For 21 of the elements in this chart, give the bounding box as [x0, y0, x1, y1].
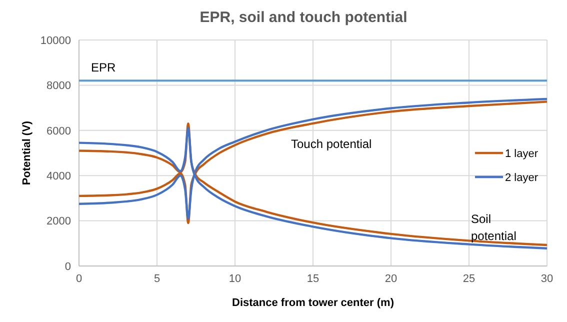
x-tick-label: 0: [76, 273, 82, 285]
legend-label: 1 layer: [505, 148, 538, 160]
y-tick-label: 8000: [46, 80, 71, 92]
x-tick-label: 5: [154, 273, 160, 285]
x-tick-label: 20: [384, 273, 398, 285]
annotation: Touch potential: [291, 137, 372, 151]
y-tick-label: 4000: [46, 170, 71, 182]
x-tick-label: 25: [462, 273, 476, 285]
y-tick-label: 6000: [46, 125, 71, 138]
legend-label: 2 layer: [505, 172, 538, 184]
annotation: Soil potential: [471, 212, 516, 243]
y-tick-label: 0: [64, 260, 71, 273]
y-tick-label: 10000: [40, 34, 71, 47]
x-tick-label: 15: [306, 273, 320, 285]
chart-title: EPR, soil and touch potential: [200, 9, 408, 26]
y-tick-label: 2000: [46, 216, 71, 228]
x-tick-label: 10: [228, 273, 242, 285]
x-tick-label: 30: [540, 273, 554, 285]
y-axis-title: Potential (V): [21, 120, 33, 186]
ref-line-label: EPR: [91, 60, 116, 75]
x-axis-title: Distance from tower center (m): [232, 297, 394, 309]
